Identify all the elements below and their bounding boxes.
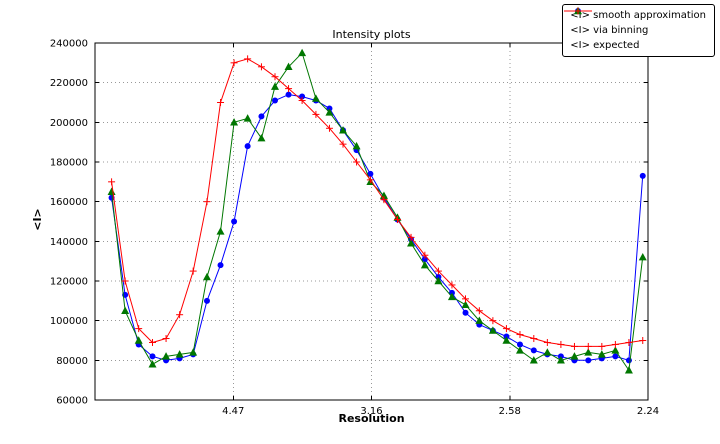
triangle-marker [325, 108, 334, 116]
circle-marker [244, 143, 251, 150]
triangle-marker [257, 134, 266, 142]
y-tick-label: 200000 [50, 118, 88, 129]
legend-label: <I> expected [570, 40, 640, 51]
y-tick-label: 160000 [50, 197, 88, 208]
triangle-marker [189, 348, 198, 356]
y-tick-label: 120000 [50, 277, 88, 288]
circle-marker [272, 97, 279, 104]
circle-marker [612, 353, 619, 360]
triangle-marker [202, 272, 211, 281]
triangle-marker [175, 350, 184, 358]
y-tick-label: 80000 [56, 356, 88, 367]
triangle-marker [352, 141, 361, 150]
triangle-marker [461, 300, 470, 308]
triangle-marker [311, 94, 320, 102]
triangle-marker [216, 227, 225, 235]
triangle-marker [230, 118, 239, 126]
x-tick-label: 4.47 [222, 406, 244, 417]
circle-marker [530, 347, 537, 354]
y-tick-label: 100000 [50, 316, 88, 327]
triangle-marker [407, 239, 416, 247]
series-line-triangle [111, 51, 644, 372]
triangle-marker [502, 336, 511, 344]
circle-marker [639, 172, 646, 179]
triangle-marker [121, 306, 130, 314]
x-axis-label: Resolution [338, 412, 405, 425]
circle-marker [217, 262, 224, 269]
triangle-marker [339, 126, 348, 134]
series-line-circle [111, 94, 644, 361]
circle-marker [203, 297, 210, 304]
triangle-marker [420, 260, 429, 269]
y-tick-label: 60000 [56, 396, 88, 407]
legend-box: <I> smooth approximation <I> via binning <… [562, 4, 715, 57]
circle-marker [149, 353, 156, 360]
triangle-marker [298, 48, 307, 57]
circle-marker [258, 113, 265, 120]
triangle-marker [107, 187, 116, 195]
triangle-marker [543, 348, 552, 356]
triangle-marker [584, 348, 593, 356]
triangle-marker [148, 360, 157, 368]
circle-marker [516, 341, 523, 348]
triangle-marker [284, 62, 293, 70]
legend-label: <I> via binning [570, 25, 649, 36]
axes-frame [94, 42, 649, 401]
triangle-marker [447, 292, 456, 301]
y-tick-label: 240000 [50, 39, 88, 50]
legend-entry: <I> via binning [564, 6, 706, 37]
legend-plus-icon [564, 7, 593, 15]
x-tick-label: 2.58 [499, 406, 521, 417]
triangle-marker [434, 276, 443, 285]
triangle-marker [624, 366, 633, 374]
circle-marker [625, 357, 632, 364]
triangle-marker [488, 326, 497, 334]
triangle-marker [162, 352, 171, 360]
circle-marker [299, 93, 306, 100]
triangle-marker [570, 352, 579, 360]
x-tick-label: 2.24 [637, 406, 659, 417]
triangle-marker [638, 253, 647, 261]
triangle-marker [529, 356, 538, 364]
circle-marker [367, 170, 374, 177]
triangle-marker [515, 346, 524, 354]
triangle-marker [134, 336, 143, 344]
legend-entry: <I> expected [564, 7, 706, 52]
y-tick-label: 220000 [50, 78, 88, 89]
triangle-marker [597, 350, 606, 358]
triangle-marker [611, 346, 620, 354]
circle-marker [585, 357, 592, 364]
y-axis-label: <I> [30, 208, 44, 231]
legend-label: <I> smooth approximation [570, 10, 706, 21]
triangle-marker [556, 356, 565, 364]
circle-marker [231, 218, 238, 225]
y-tick-label: 140000 [50, 237, 88, 248]
x-tick-label: 3.16 [360, 406, 382, 417]
y-tick-label: 180000 [50, 158, 88, 169]
circle-marker [462, 309, 469, 316]
circle-marker [285, 91, 292, 98]
triangle-marker [271, 82, 280, 90]
series-line-plus [111, 58, 643, 347]
chart-title: Intensity plots [332, 28, 411, 41]
triangle-marker [475, 316, 484, 324]
triangle-marker [243, 114, 252, 122]
